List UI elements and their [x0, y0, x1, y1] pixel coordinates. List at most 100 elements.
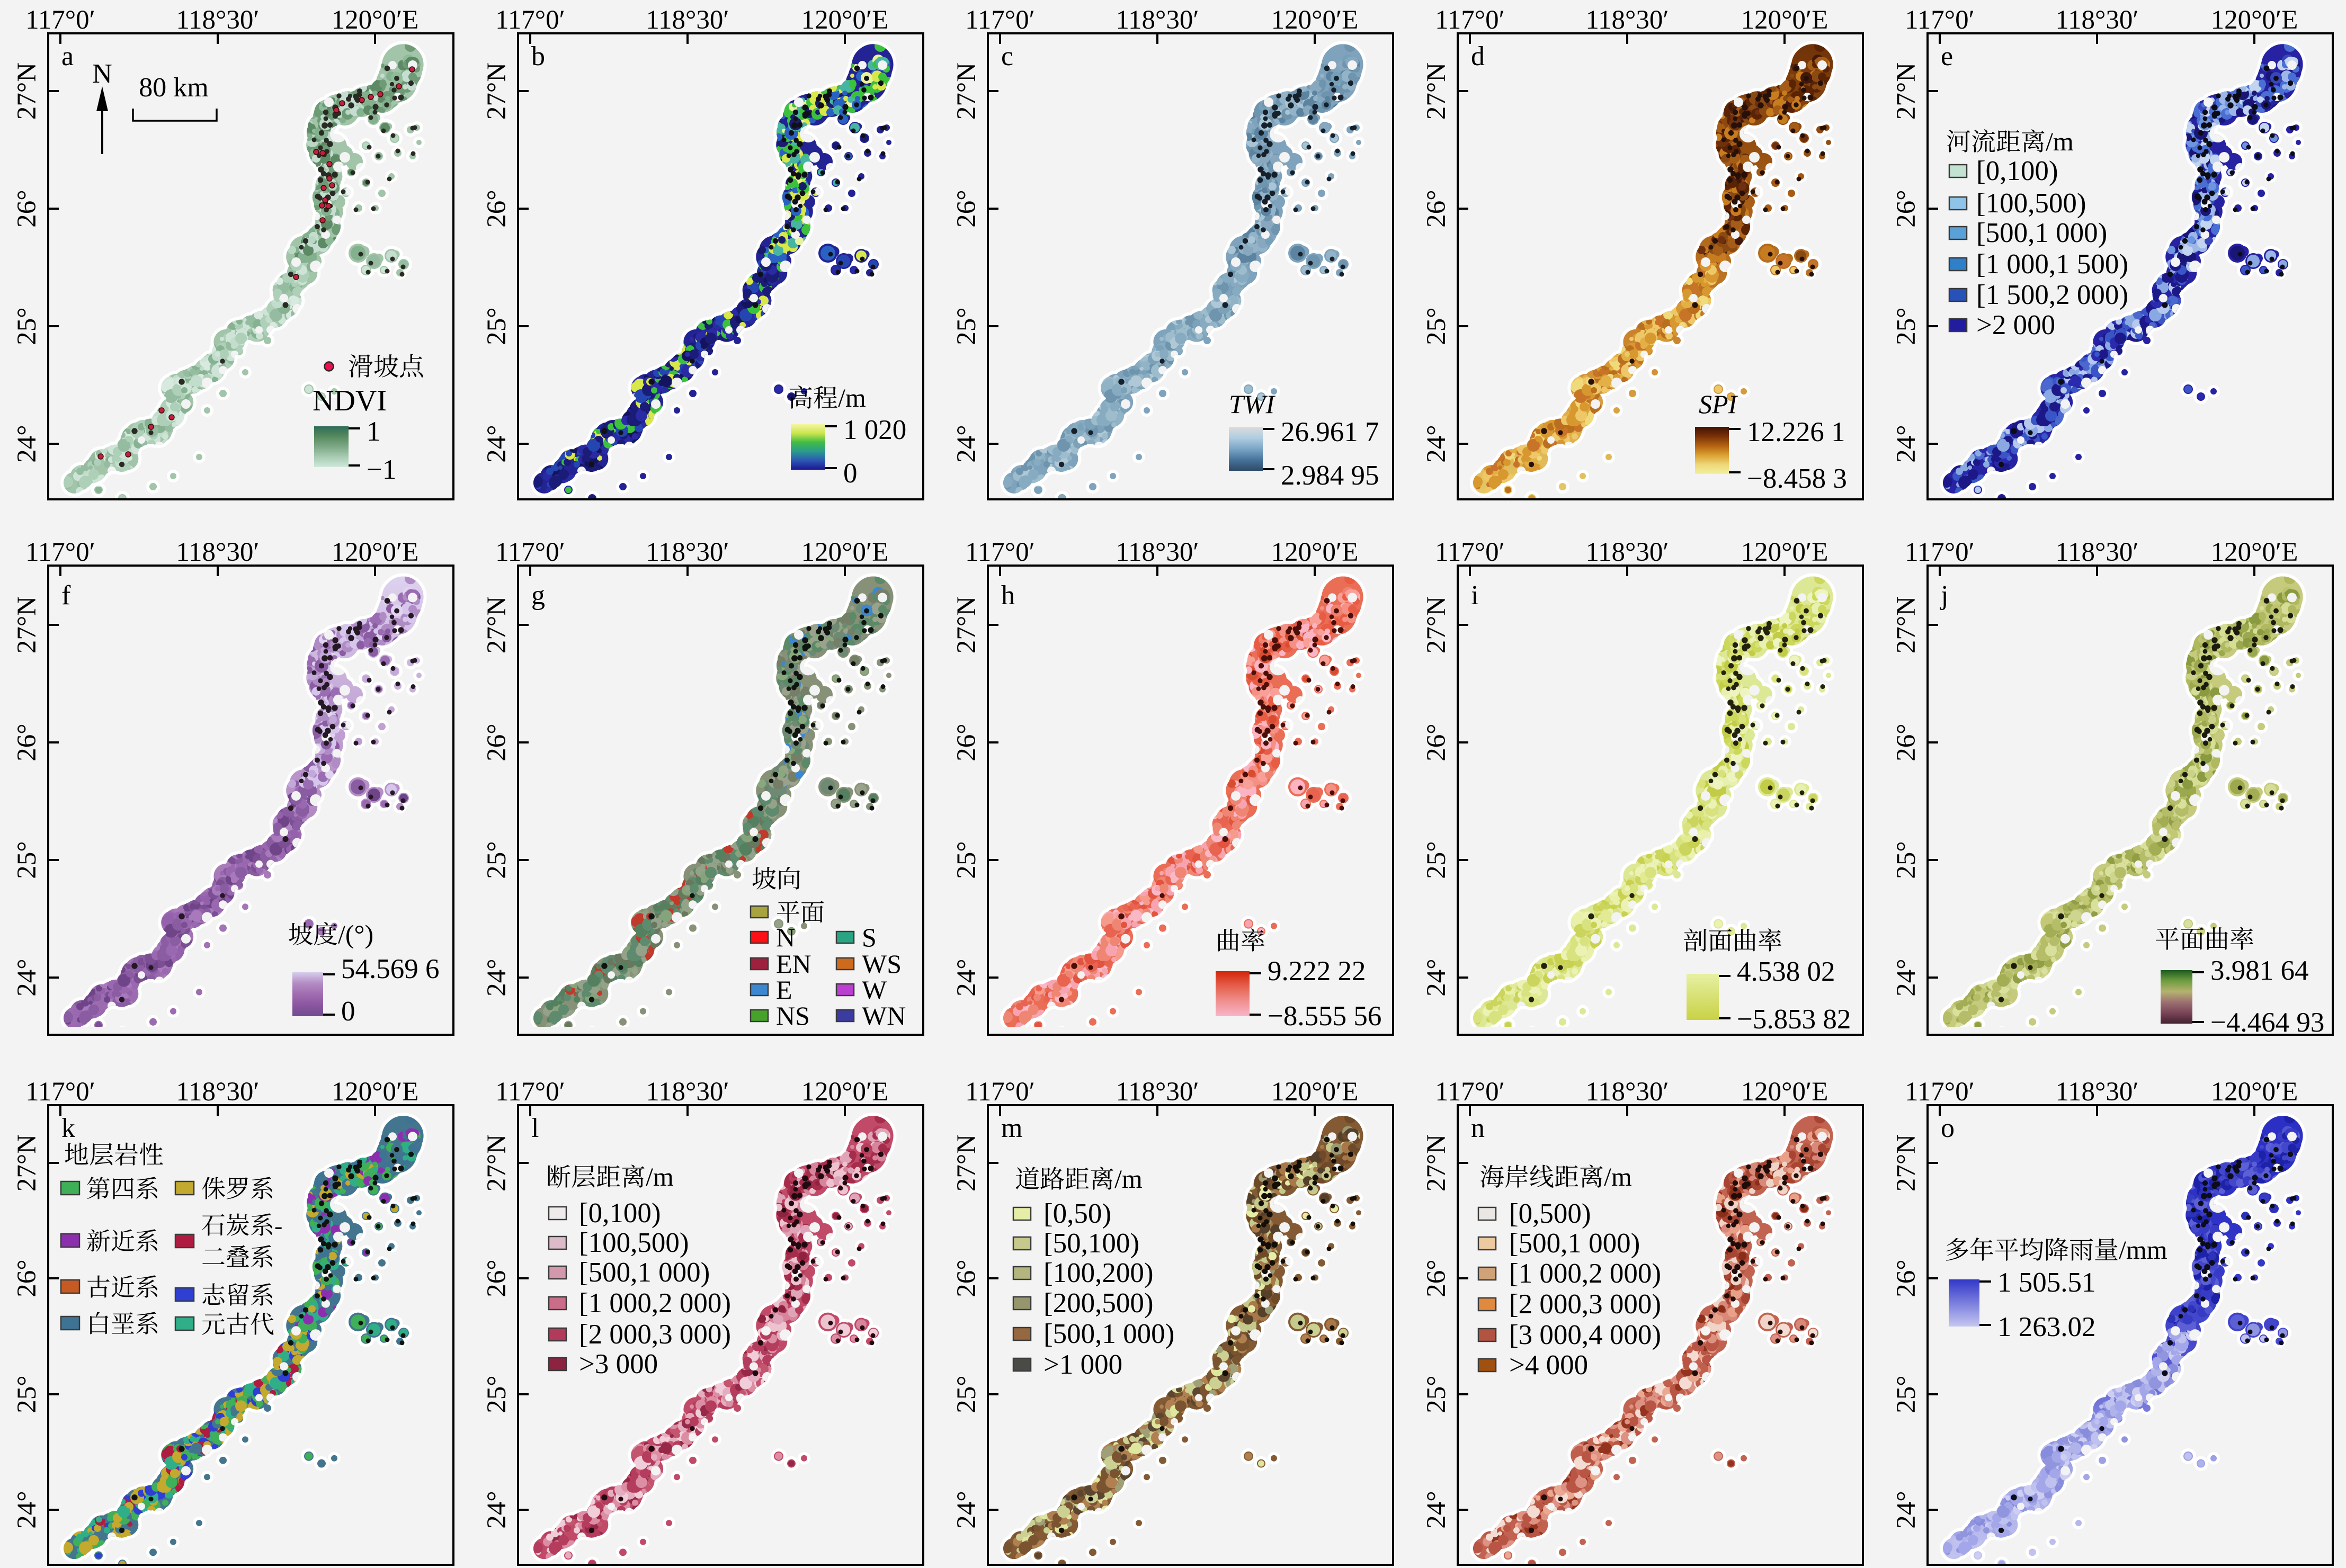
svg-text:118°30′: 118°30′: [1585, 537, 1669, 567]
svg-text:−1: −1: [367, 454, 396, 485]
svg-text:k: k: [61, 1113, 75, 1143]
svg-text:26°: 26°: [12, 1259, 42, 1297]
svg-text:24°: 24°: [1422, 425, 1451, 462]
svg-text:26°: 26°: [482, 723, 512, 761]
svg-text:26°: 26°: [952, 723, 982, 761]
svg-text:−8.458 3: −8.458 3: [1747, 463, 1847, 494]
svg-text:[0,50): [0,50): [1043, 1198, 1111, 1229]
svg-text:b: b: [531, 41, 545, 71]
svg-text:24°: 24°: [1892, 425, 1921, 462]
svg-text:25°: 25°: [12, 307, 42, 345]
svg-text:120°0′E: 120°0′E: [1271, 537, 1359, 567]
svg-text:26°: 26°: [1892, 190, 1921, 227]
svg-text:117°0′: 117°0′: [495, 1077, 565, 1107]
svg-text:27°N: 27°N: [482, 596, 512, 653]
svg-text:54.569 6: 54.569 6: [341, 954, 440, 984]
svg-text:24°: 24°: [1892, 958, 1921, 996]
svg-text:117°0′: 117°0′: [1905, 537, 1975, 567]
svg-text:120°0′E: 120°0′E: [1271, 1077, 1359, 1107]
svg-text:26.961 7: 26.961 7: [1281, 417, 1379, 447]
svg-text:>4 000: >4 000: [1509, 1350, 1588, 1381]
svg-text:120°0′E: 120°0′E: [1741, 537, 1828, 567]
svg-text:117°0′: 117°0′: [1435, 1077, 1505, 1107]
svg-text:d: d: [1471, 41, 1485, 71]
svg-text:118°30′: 118°30′: [176, 537, 259, 567]
svg-text:27°N: 27°N: [12, 1134, 42, 1191]
svg-text:26°: 26°: [1422, 190, 1451, 227]
svg-text:WS: WS: [862, 949, 902, 979]
svg-text:25°: 25°: [482, 1375, 512, 1413]
svg-text:1 020: 1 020: [843, 415, 906, 445]
svg-text:1 263.02: 1 263.02: [1997, 1312, 2096, 1342]
svg-text:25°: 25°: [952, 307, 982, 345]
svg-text:[1 000,2 000): [1 000,2 000): [579, 1288, 731, 1319]
svg-text:25°: 25°: [482, 307, 512, 345]
svg-text:[3 000,4 000): [3 000,4 000): [1509, 1320, 1661, 1350]
svg-text:25°: 25°: [1892, 1375, 1921, 1413]
svg-text:24°: 24°: [952, 1491, 982, 1528]
svg-text:25°: 25°: [1422, 1375, 1451, 1413]
svg-text:>2 000: >2 000: [1976, 310, 2055, 341]
svg-text:118°30′: 118°30′: [1585, 5, 1669, 35]
svg-text:25°: 25°: [1422, 841, 1451, 879]
svg-text:27°N: 27°N: [482, 1134, 512, 1191]
svg-text:25°: 25°: [12, 1375, 42, 1413]
svg-text:24°: 24°: [952, 425, 982, 462]
svg-text:26°: 26°: [1422, 1259, 1451, 1297]
svg-text:27°N: 27°N: [1422, 62, 1451, 120]
svg-text:118°30′: 118°30′: [1116, 537, 1199, 567]
svg-text:24°: 24°: [482, 425, 512, 462]
svg-text:118°30′: 118°30′: [646, 1077, 729, 1107]
svg-text:27°N: 27°N: [1892, 1134, 1921, 1191]
svg-text:117°0′: 117°0′: [965, 537, 1035, 567]
svg-text:9.222 22: 9.222 22: [1268, 956, 1366, 987]
svg-text:118°30′: 118°30′: [2055, 537, 2138, 567]
svg-text:120°0′E: 120°0′E: [332, 1077, 419, 1107]
svg-text:120°0′E: 120°0′E: [1741, 1077, 1828, 1107]
svg-text:25°: 25°: [1892, 841, 1921, 879]
svg-text:118°30′: 118°30′: [176, 1077, 259, 1107]
svg-text:2.984 95: 2.984 95: [1281, 460, 1379, 491]
svg-text:25°: 25°: [952, 841, 982, 879]
svg-text:i: i: [1471, 580, 1478, 611]
svg-text:[2 000,3 000): [2 000,3 000): [1509, 1289, 1661, 1320]
svg-text:S: S: [862, 922, 877, 952]
svg-text:[1 000,1 500): [1 000,1 500): [1976, 249, 2128, 280]
svg-text:NDVI: NDVI: [313, 384, 387, 417]
svg-text:/m: /m: [646, 1162, 674, 1191]
svg-text:117°0′: 117°0′: [1905, 1077, 1975, 1107]
svg-text:24°: 24°: [482, 958, 512, 996]
svg-text:27°N: 27°N: [952, 1134, 982, 1191]
svg-text:24°: 24°: [952, 958, 982, 996]
svg-text:[50,100): [50,100): [1043, 1228, 1139, 1259]
svg-text:12.226 1: 12.226 1: [1747, 417, 1845, 447]
svg-text:/(°): /(°): [338, 919, 373, 949]
svg-text:24°: 24°: [1422, 958, 1451, 996]
svg-text:27°N: 27°N: [1422, 1134, 1451, 1191]
svg-text:m: m: [1001, 1113, 1022, 1143]
svg-text:n: n: [1471, 1113, 1485, 1143]
svg-text:N: N: [776, 922, 795, 952]
svg-text:117°0′: 117°0′: [25, 1077, 95, 1107]
svg-text:[500,1 000): [500,1 000): [1509, 1228, 1640, 1259]
svg-text:120°0′E: 120°0′E: [332, 5, 419, 35]
svg-text:118°30′: 118°30′: [646, 537, 729, 567]
svg-text:26°: 26°: [1892, 1259, 1921, 1297]
svg-text:a: a: [61, 41, 74, 71]
svg-text:120°0′E: 120°0′E: [2211, 1077, 2298, 1107]
svg-text:27°N: 27°N: [952, 596, 982, 653]
svg-text:26°: 26°: [1892, 723, 1921, 761]
svg-text:-: -: [274, 1212, 282, 1239]
svg-text:117°0′: 117°0′: [25, 537, 95, 567]
svg-text:SPI: SPI: [1699, 389, 1738, 419]
svg-text:4.538 02: 4.538 02: [1737, 956, 1835, 987]
svg-text:o: o: [1941, 1113, 1955, 1143]
svg-text:e: e: [1941, 41, 1953, 71]
svg-text:26°: 26°: [1422, 723, 1451, 761]
svg-text:/m: /m: [1114, 1164, 1143, 1194]
svg-text:120°0′E: 120°0′E: [332, 537, 419, 567]
svg-text:[500,1 000): [500,1 000): [1976, 218, 2107, 248]
svg-text:3.981 64: 3.981 64: [2210, 955, 2309, 986]
svg-text:/m: /m: [838, 383, 866, 413]
svg-text:120°0′E: 120°0′E: [1741, 5, 1828, 35]
